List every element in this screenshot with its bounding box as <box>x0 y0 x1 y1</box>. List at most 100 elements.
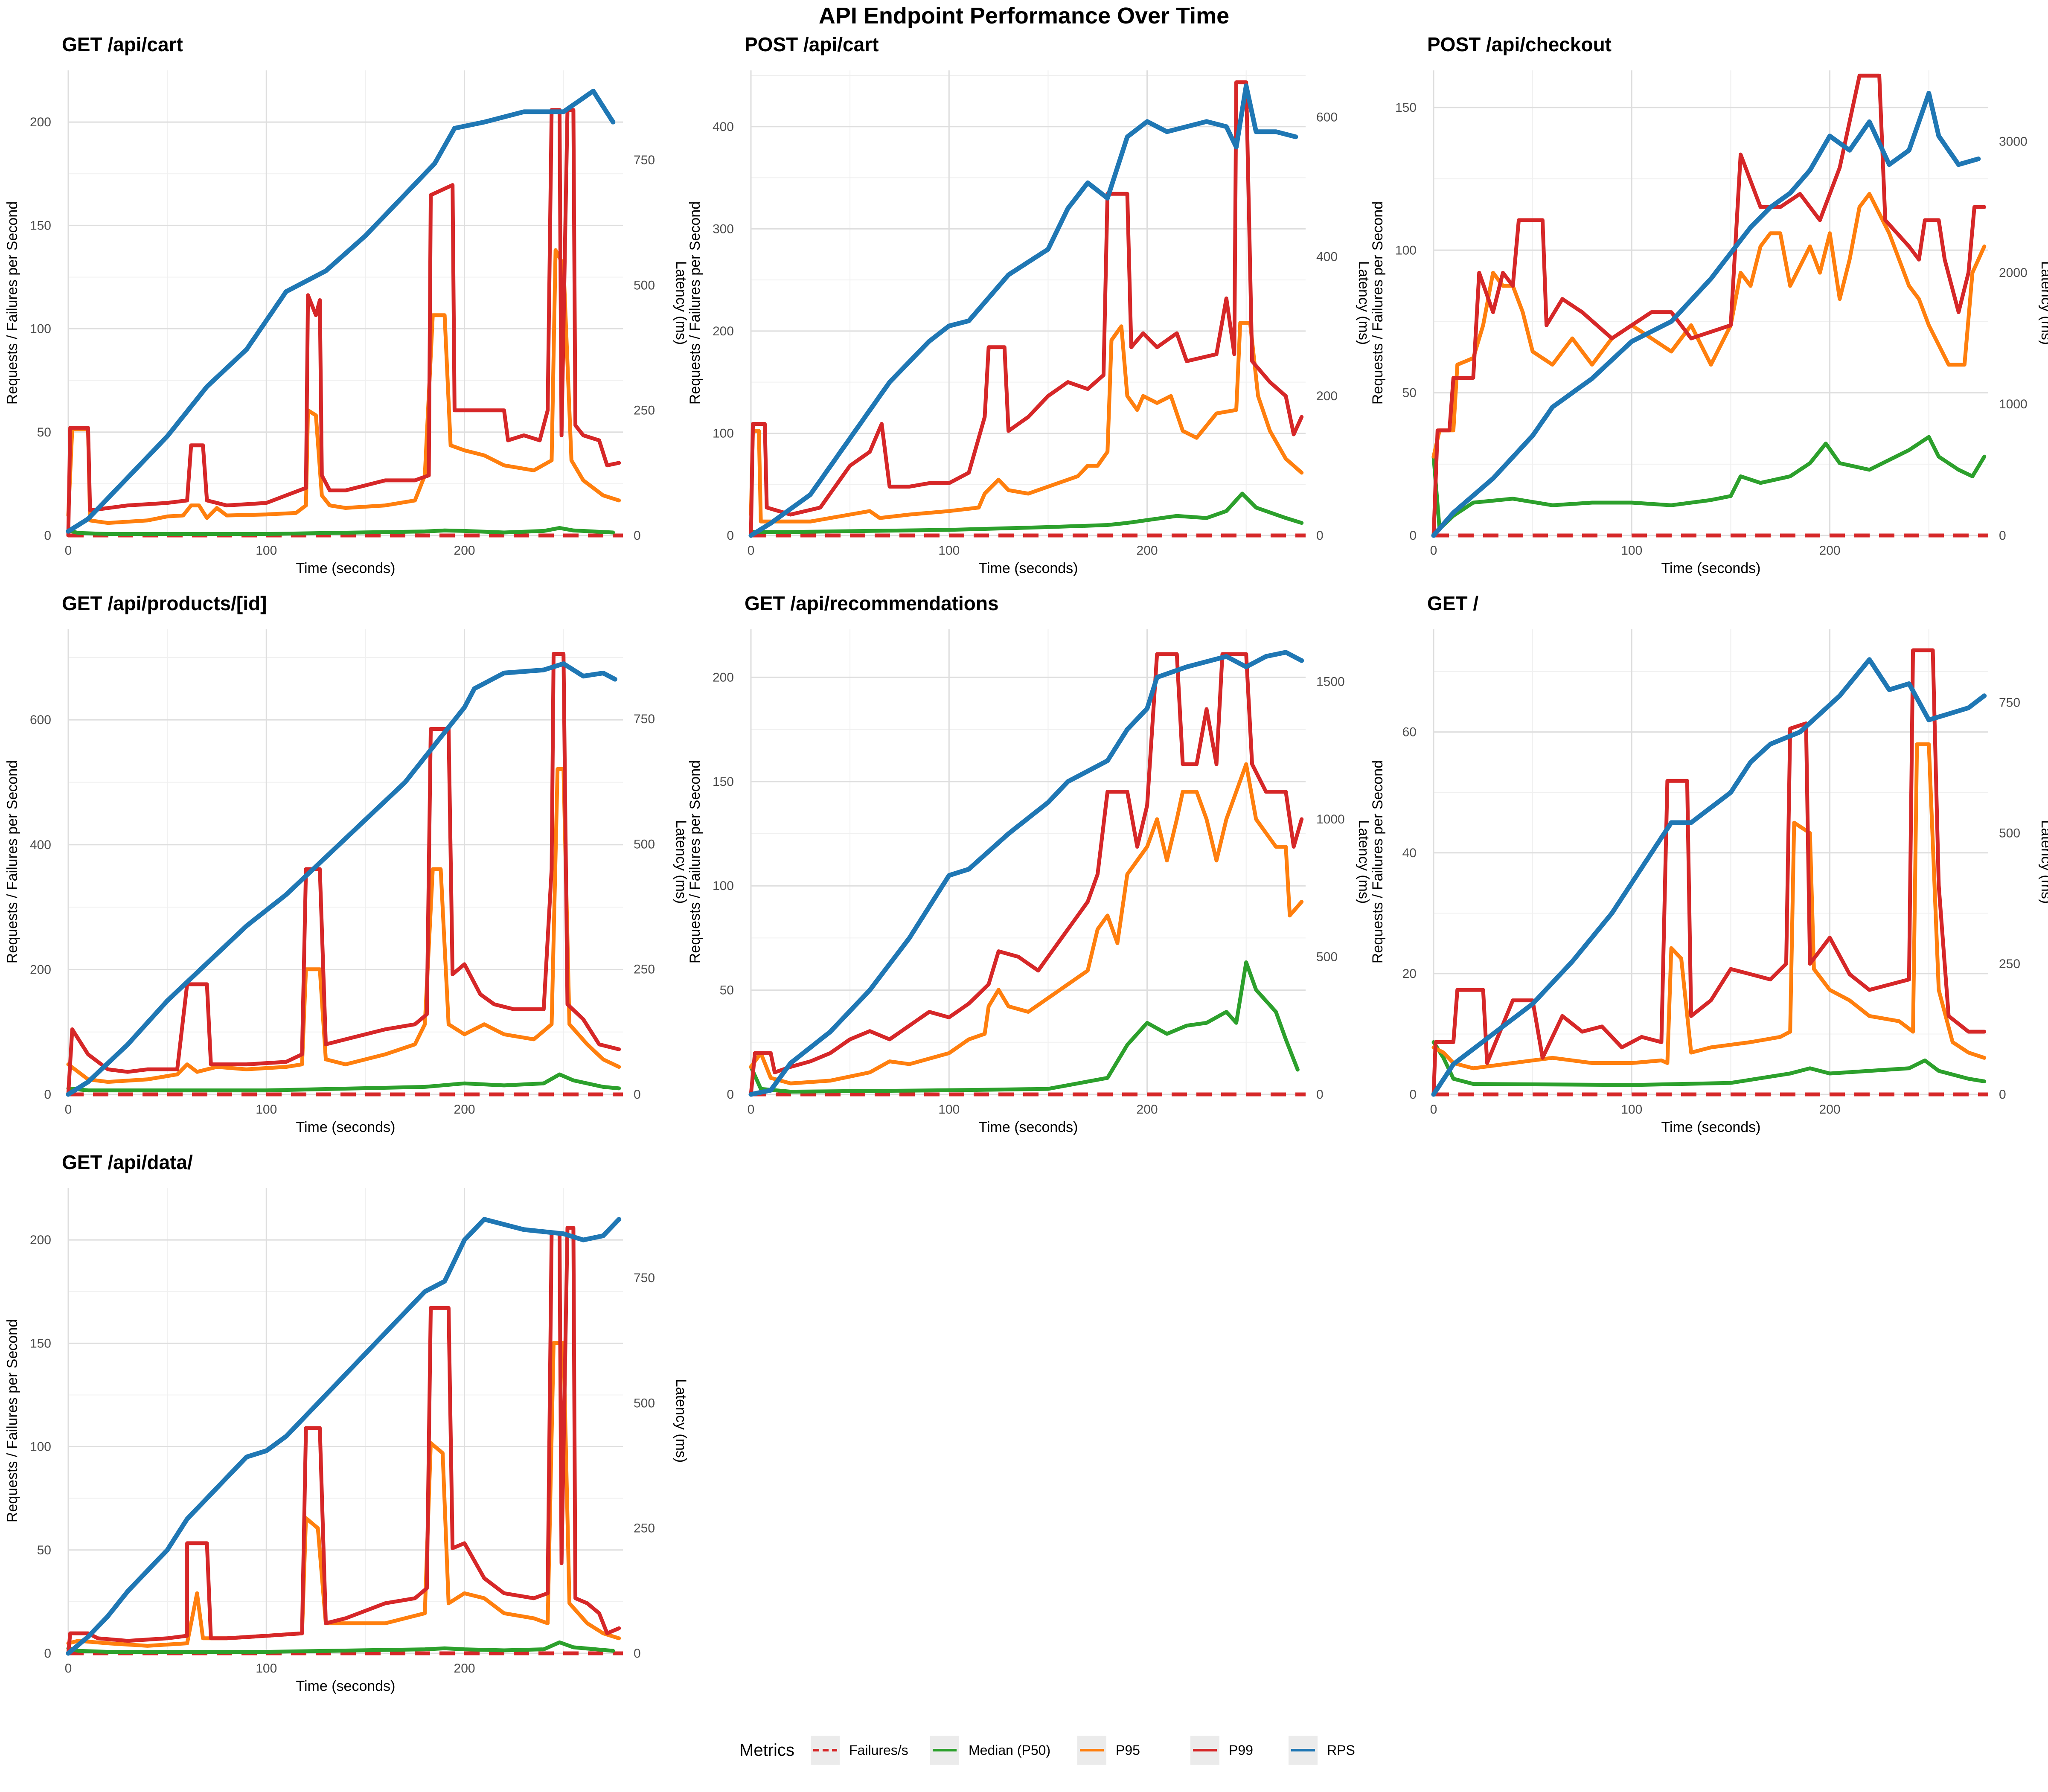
x-axis-label: Time (seconds) <box>296 1119 395 1135</box>
y-tick-label-left: 150 <box>713 775 734 789</box>
series-line-p99 <box>1431 648 1987 1097</box>
y-tick-label-left: 300 <box>713 222 734 236</box>
series-line-p99 <box>66 108 621 538</box>
y-axis-label-right: Latency (ms) <box>1356 820 1372 904</box>
x-tick-label: 100 <box>256 1103 277 1117</box>
y-tick-label-left: 20 <box>1402 967 1417 981</box>
y-tick-label-left: 200 <box>713 670 734 684</box>
panel-7: GET /api/data/0 50 100 150 200 0 250 500 750 0 100… <box>4 1151 689 1694</box>
series-line-p95 <box>66 1341 621 1648</box>
y-tick-label-right: 750 <box>634 153 655 167</box>
y-tick-label-right: 500 <box>634 837 655 851</box>
y-tick-label-left: 200 <box>713 324 734 338</box>
series-line-p95 <box>66 767 621 1084</box>
panel-5: GET /api/recommendations 0 50 100 150 200 0 500… <box>687 592 1372 1135</box>
panel-4: GET /api/products/[id] 0 200 400 600 0 250 500 7… <box>4 592 689 1135</box>
x-tick-label: 100 <box>1621 1103 1642 1117</box>
x-tick-label: 200 <box>1137 1103 1158 1117</box>
y-axis-label-left: Requests / Failures per Second <box>687 760 703 963</box>
legend-title: Metrics <box>739 1741 794 1760</box>
x-axis-label: Time (seconds) <box>978 560 1078 576</box>
y-tick-label-left: 0 <box>44 1088 51 1102</box>
x-tick-label: 0 <box>65 1103 72 1117</box>
y-tick-label-right: 750 <box>634 1271 655 1285</box>
x-tick-label: 200 <box>1137 544 1158 558</box>
series-line-p99 <box>749 80 1304 538</box>
y-tick-label-right: 750 <box>634 712 655 726</box>
y-tick-label-right: 2000 <box>1999 266 2028 280</box>
series-line-rps <box>748 650 1304 1097</box>
series-line-median-p50 <box>749 492 1304 534</box>
x-tick-label: 100 <box>938 544 960 558</box>
y-tick-label-left: 0 <box>44 529 51 543</box>
y-tick-label-right: 0 <box>634 529 641 543</box>
x-tick-label: 200 <box>1819 544 1841 558</box>
y-axis-label-right: Latency (ms) <box>1356 261 1372 345</box>
y-tick-label-right: 0 <box>634 1088 641 1102</box>
series-line-p95 <box>66 248 621 525</box>
y-axis-label-right: Latency (ms) <box>673 261 689 345</box>
series-line-p99 <box>66 1226 621 1655</box>
y-tick-label-left: 50 <box>720 983 734 998</box>
y-tick-label-right: 250 <box>1999 957 2020 971</box>
y-axis-label-right: Latency (ms) <box>673 820 689 904</box>
series-line-p99 <box>66 652 621 1097</box>
y-tick-label-right: 0 <box>1316 1088 1324 1102</box>
panel-6: GET / 0 20 40 60 0 250 500 750 0 100 200 Time (secon… <box>1370 592 2048 1135</box>
chart-title: API Endpoint Performance Over Time <box>819 3 1229 29</box>
legend-label: P99 <box>1229 1743 1253 1758</box>
x-tick-label: 0 <box>1430 544 1437 558</box>
series-line-rps <box>66 661 617 1097</box>
y-tick-label-right: 750 <box>1999 695 2020 710</box>
y-tick-label-left: 40 <box>1402 846 1417 860</box>
y-axis-label-left: Requests / Failures per Second <box>4 201 20 404</box>
legend: Metrics Failures/s Median (P50) P95 P99 RPS <box>739 1736 1355 1765</box>
y-tick-label-left: 0 <box>727 529 734 543</box>
x-axis-label: Time (seconds) <box>978 1119 1078 1135</box>
y-tick-label-left: 50 <box>37 1543 51 1557</box>
y-tick-label-left: 600 <box>30 713 51 727</box>
panel-2: POST /api/cart 0 100 200 300 400 0 200 400 600 0 10… <box>687 33 1372 576</box>
y-tick-label-left: 150 <box>30 1336 51 1350</box>
series-line-rps <box>748 83 1298 538</box>
x-tick-label: 100 <box>256 1661 277 1676</box>
series-line-p95 <box>749 321 1304 524</box>
series-line-median-p50 <box>749 960 1300 1094</box>
y-tick-label-right: 500 <box>1316 950 1338 964</box>
y-tick-label-left: 200 <box>30 115 51 129</box>
y-tick-label-right: 500 <box>1999 826 2020 841</box>
series-line-p95 <box>749 762 1304 1085</box>
x-tick-label: 100 <box>1621 544 1642 558</box>
x-axis-label: Time (seconds) <box>296 1678 395 1694</box>
y-tick-label-right: 400 <box>1316 250 1338 264</box>
panel-3: POST /api/checkout0501001500100020003000… <box>1370 33 2048 576</box>
panel-title: POST /api/cart <box>745 33 879 55</box>
series-line-rps <box>66 1217 622 1656</box>
series-line-median-p50 <box>1431 1040 1987 1087</box>
panel-title: GET /api/cart <box>62 33 183 55</box>
y-tick-label-left: 50 <box>1402 386 1417 400</box>
y-tick-label-left: 400 <box>713 120 734 134</box>
x-tick-label: 100 <box>938 1103 960 1117</box>
y-tick-label-left: 150 <box>1395 101 1417 115</box>
y-tick-label-right: 600 <box>1316 110 1338 124</box>
y-tick-label-right: 500 <box>634 1396 655 1410</box>
series-line-p99 <box>749 652 1304 1097</box>
y-tick-label-left: 100 <box>1395 243 1417 257</box>
y-tick-label-left: 100 <box>713 426 734 440</box>
series-line-rps <box>66 88 616 534</box>
panel-title: GET /api/recommendations <box>745 592 999 614</box>
x-axis-label: Time (seconds) <box>1661 560 1760 576</box>
y-tick-label-left: 100 <box>30 322 51 336</box>
series-line-rps <box>1431 91 1981 538</box>
legend-label: Median (P50) <box>969 1743 1050 1758</box>
y-tick-label-left: 200 <box>30 1233 51 1247</box>
series-line-median-p50 <box>66 1072 621 1093</box>
series-line-rps <box>1431 657 1987 1097</box>
x-tick-label: 0 <box>748 544 755 558</box>
y-tick-label-right: 250 <box>634 1521 655 1536</box>
series-line-median-p50 <box>66 526 615 536</box>
series-line-median-p50 <box>66 1640 615 1654</box>
